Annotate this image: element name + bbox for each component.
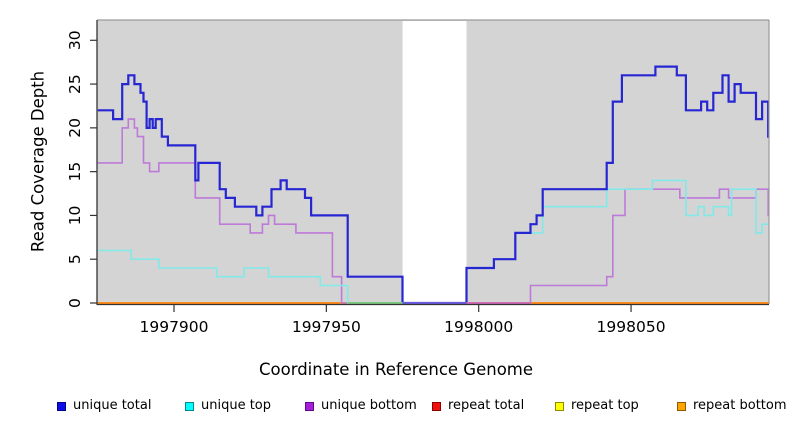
x-tick-label: 1998050 — [597, 318, 666, 336]
legend-item-unique-total: unique total — [57, 398, 151, 414]
legend-label: unique bottom — [321, 398, 417, 413]
series-unique-bottom — [97, 118, 769, 304]
x-axis-title: Coordinate in Reference Genome — [258, 360, 534, 379]
legend-swatch-unique-top — [185, 401, 194, 411]
x-tick-label: 1998000 — [444, 318, 513, 336]
legend-swatch-repeat-total — [432, 401, 441, 411]
y-tick-label: 5 — [66, 254, 84, 264]
series-unique-top — [97, 179, 769, 304]
y-tick-label: 20 — [66, 118, 84, 138]
legend: unique total unique top unique bottom repea… — [0, 398, 792, 420]
legend-label: repeat bottom — [693, 398, 787, 413]
y-axis-title: Read Coverage Depth — [28, 70, 48, 253]
legend-label: unique top — [201, 398, 272, 413]
legend-item-unique-bottom: unique bottom — [305, 398, 417, 414]
legend-item-repeat-bottom: repeat bottom — [677, 398, 787, 414]
legend-swatch-repeat-top — [555, 401, 564, 411]
legend-label: repeat top — [571, 398, 639, 413]
y-tick-label: 30 — [66, 30, 84, 50]
legend-swatch-unique-total — [57, 401, 66, 411]
x-tick-label: 1997900 — [139, 318, 208, 336]
y-tick-label: 25 — [66, 74, 84, 94]
y-tick-label: 10 — [66, 206, 84, 226]
y-tick-label: 15 — [66, 162, 84, 182]
legend-item-unique-top: unique top — [185, 398, 271, 414]
x-tick-label: 1997950 — [292, 318, 361, 336]
legend-label: unique total — [73, 398, 152, 413]
legend-swatch-unique-bottom — [305, 401, 314, 411]
y-tick-label: 0 — [66, 298, 84, 308]
legend-item-repeat-total: repeat total — [432, 398, 524, 414]
legend-label: repeat total — [448, 398, 525, 413]
series-unique-total — [97, 65, 770, 305]
masked-region — [402, 21, 467, 303]
legend-item-repeat-top: repeat top — [555, 398, 639, 414]
legend-swatch-repeat-bottom — [677, 401, 686, 411]
